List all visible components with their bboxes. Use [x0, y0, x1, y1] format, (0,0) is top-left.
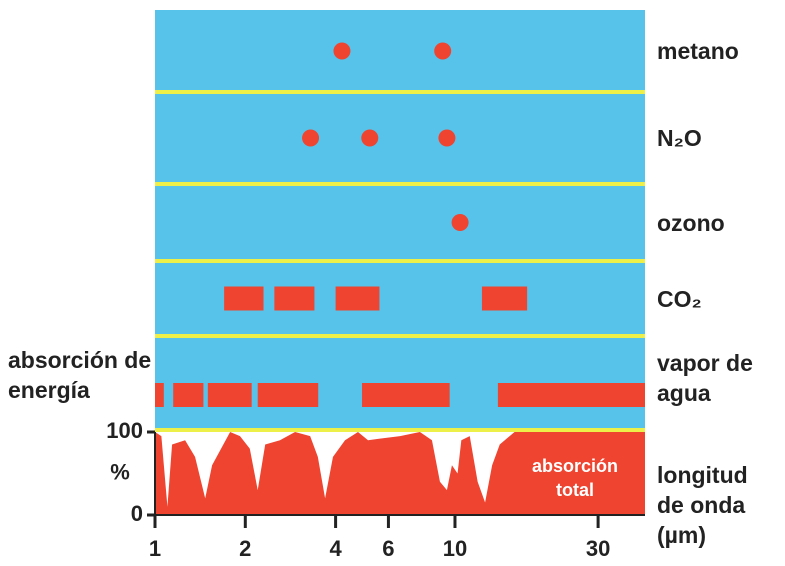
x-label: longitud de onda (µm) — [657, 462, 748, 548]
absorption-dot — [333, 42, 351, 60]
legend-label: ozono — [657, 209, 725, 236]
y-unit: % — [110, 459, 130, 484]
x-tick-label: 10 — [443, 536, 467, 561]
absorption-dot — [302, 129, 320, 147]
x-tick-label: 30 — [586, 536, 610, 561]
absorption-band — [257, 383, 319, 407]
y-tick-label: 0 — [131, 501, 143, 526]
x-tick-label: 6 — [382, 536, 394, 561]
panel-background — [155, 10, 645, 430]
y-tick-label: 100 — [106, 418, 143, 443]
legend-label: CO₂ — [657, 285, 702, 312]
y-label: absorción de energía — [8, 347, 152, 403]
total-label: absorción total — [512, 450, 638, 506]
x-tick-label: 4 — [329, 536, 342, 561]
absorption-band — [481, 286, 528, 311]
x-tick-label: 2 — [239, 536, 251, 561]
legend-label: vapor de agua — [657, 350, 753, 406]
absorption-band — [335, 286, 380, 311]
x-tick-label: 1 — [149, 536, 161, 561]
absorption-band — [155, 383, 164, 407]
legend-label: N₂O — [657, 125, 702, 151]
absorption-dot — [361, 129, 379, 147]
absorption-dot — [438, 129, 456, 147]
absorption-band — [274, 286, 315, 311]
absorption-dot — [434, 42, 452, 60]
absorption-band — [224, 286, 264, 311]
absorption-band — [362, 383, 450, 407]
legend-label: metano — [657, 38, 739, 64]
absorption-band — [497, 383, 645, 407]
absorption-dot — [451, 214, 469, 231]
absorption-band — [207, 383, 252, 407]
absorption-band — [173, 383, 204, 407]
